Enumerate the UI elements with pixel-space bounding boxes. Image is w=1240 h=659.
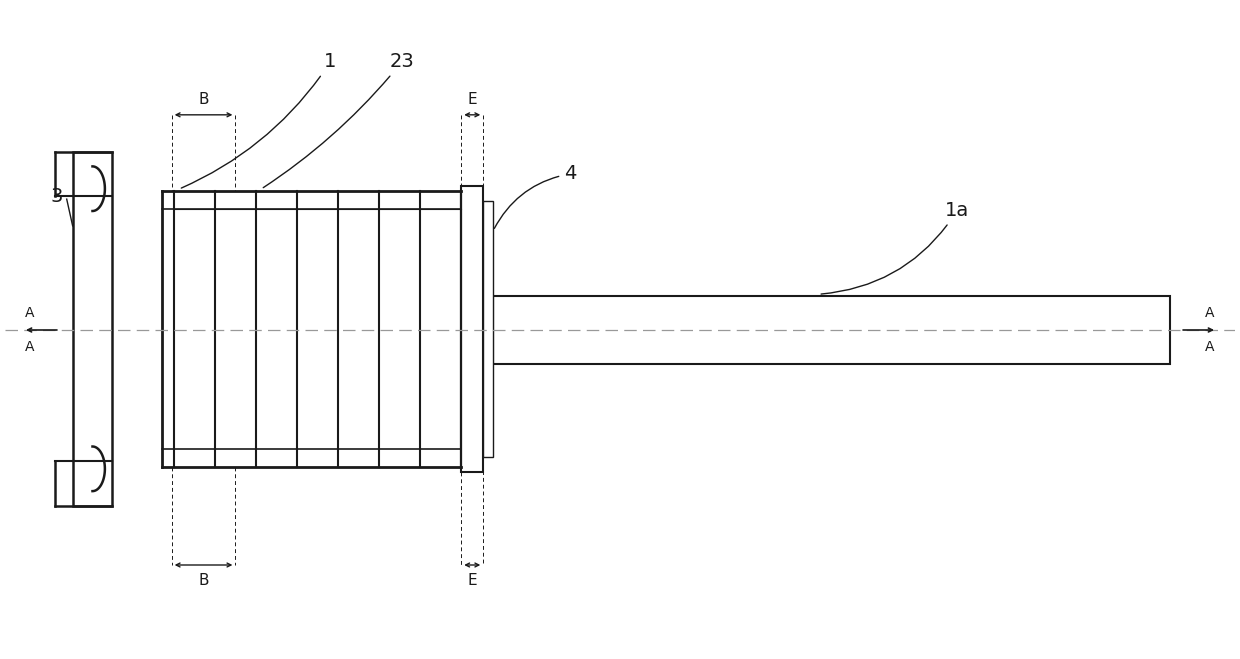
Bar xyxy=(494,297,1171,364)
Text: A: A xyxy=(1205,340,1215,354)
Text: 23: 23 xyxy=(263,52,414,188)
Text: 3: 3 xyxy=(51,186,63,206)
Text: E: E xyxy=(467,92,477,107)
Text: 4: 4 xyxy=(495,164,577,229)
Bar xyxy=(461,186,484,472)
Text: B: B xyxy=(198,573,208,588)
Text: A: A xyxy=(1205,306,1215,320)
Text: B: B xyxy=(198,92,208,107)
Text: 1a: 1a xyxy=(821,201,970,294)
Bar xyxy=(484,201,494,457)
Bar xyxy=(73,152,113,507)
Text: A: A xyxy=(25,340,35,354)
Text: 1: 1 xyxy=(181,52,336,188)
Text: E: E xyxy=(467,573,477,588)
Text: A: A xyxy=(25,306,35,320)
